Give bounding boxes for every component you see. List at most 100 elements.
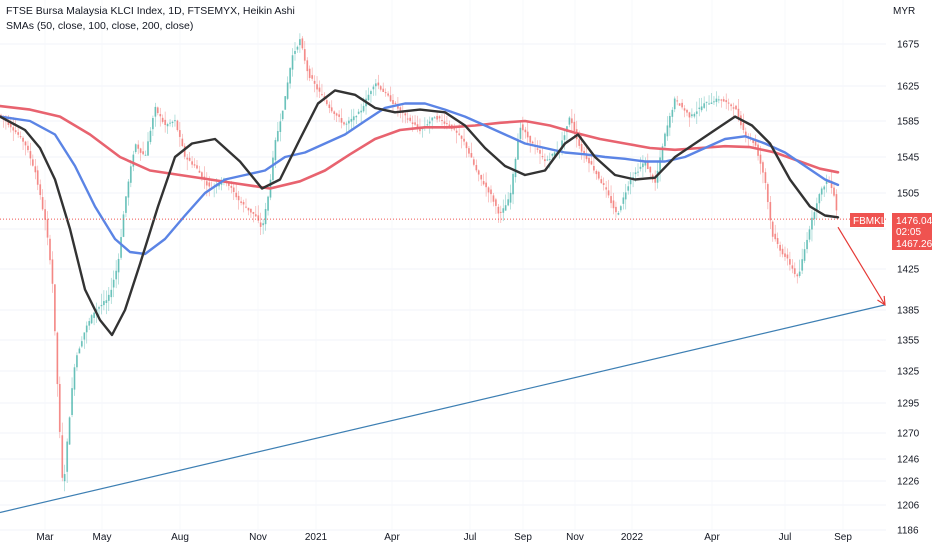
y-tick-label: 1295: [897, 399, 920, 410]
candle-body: [193, 164, 196, 166]
candle-body: [58, 383, 61, 432]
candle-body: [171, 121, 174, 124]
candle-body: [678, 103, 681, 106]
candle-body: [593, 165, 595, 171]
candle-body: [504, 205, 507, 211]
sma-100-line: [0, 102, 840, 256]
candle-body: [362, 105, 365, 112]
candle-body: [227, 182, 230, 186]
trendline[interactable]: [0, 304, 886, 514]
candle-body: [681, 102, 683, 108]
candle-body: [345, 123, 348, 125]
candle-body: [517, 140, 519, 160]
candle-body: [453, 128, 456, 130]
candle-body: [19, 136, 22, 138]
y-tick-label: 1425: [897, 265, 920, 276]
candle-body: [691, 114, 693, 117]
x-tick-label: Jul: [464, 532, 477, 543]
candle-body: [597, 171, 600, 179]
candle-body: [252, 212, 255, 214]
candle-body: [68, 417, 71, 445]
candle-body: [355, 115, 358, 118]
candle-body: [83, 332, 86, 340]
candle-body: [379, 86, 382, 90]
candle-body: [465, 142, 468, 149]
candle-body: [142, 151, 144, 155]
candle-body: [563, 135, 566, 140]
sma-50-line: [0, 89, 840, 337]
candle-body: [105, 300, 108, 303]
candle-body: [85, 325, 88, 333]
time-axis[interactable]: Mar May Aug Nov 2021 Apr Jul Sep Nov 2022 Apr Jul Se…: [36, 532, 852, 543]
candle-body: [642, 163, 644, 168]
y-tick-label: 1675: [897, 40, 920, 51]
candle-body: [107, 294, 110, 301]
candle-body: [31, 159, 34, 166]
y-tick-label: 1206: [897, 501, 920, 512]
candle-body: [149, 130, 152, 143]
candle-body: [779, 244, 781, 251]
candle-body: [815, 203, 818, 211]
candle-body: [154, 106, 157, 117]
candle-body: [659, 157, 661, 171]
candle-body: [129, 166, 132, 183]
candle-body: [776, 238, 779, 245]
candle-body: [808, 229, 811, 240]
candle-body: [36, 170, 39, 185]
candle-body: [720, 99, 723, 101]
y-tick-label: 1226: [897, 477, 920, 488]
candle-body: [88, 321, 91, 326]
candle-body: [73, 367, 76, 390]
candle-body: [159, 114, 162, 117]
y-tick-label: 1246: [897, 455, 920, 466]
candle-body: [637, 171, 639, 173]
candle-body: [529, 135, 532, 143]
candle-body: [411, 122, 414, 125]
ascending-trendline[interactable]: [0, 304, 886, 514]
candle-body: [607, 190, 610, 196]
candle-body: [649, 166, 652, 173]
candle-body: [139, 148, 142, 153]
candle-body: [590, 161, 593, 165]
candle-body: [646, 161, 649, 169]
candle-body: [703, 103, 706, 108]
candle-body: [786, 254, 789, 259]
candle-body: [686, 109, 688, 113]
candle-body: [208, 182, 211, 187]
x-tick-label: Nov: [249, 532, 267, 543]
candle-body: [820, 188, 823, 195]
candle-body: [644, 161, 647, 166]
candle-body: [490, 189, 492, 195]
candle-body: [117, 258, 120, 273]
candle-body: [448, 124, 451, 127]
candle-body: [125, 196, 127, 213]
candle-body: [230, 185, 233, 188]
candle-body: [93, 312, 95, 318]
candle-body: [507, 199, 510, 206]
candle-body: [242, 201, 245, 205]
candle-body: [499, 211, 502, 213]
candle-body: [492, 195, 495, 202]
candle-body: [382, 88, 385, 92]
candle-body: [766, 184, 769, 203]
candle-body: [12, 127, 15, 131]
price-axis[interactable]: MYR 167516251585154515051465142513851355…: [893, 6, 920, 537]
countdown-label: 02:05: [896, 227, 921, 238]
candle-body: [570, 118, 573, 124]
x-tick-label: 2021: [305, 532, 328, 543]
candle-body: [458, 133, 461, 135]
candle-body: [370, 91, 372, 95]
candle-body: [823, 186, 826, 190]
projection-arrow[interactable]: [837, 226, 886, 307]
candle-body: [137, 144, 140, 149]
candle-body: [798, 271, 801, 276]
candle-body: [247, 207, 250, 211]
candle-body: [664, 133, 666, 147]
x-tick-label: Aug: [171, 532, 189, 543]
candle-body: [600, 179, 603, 184]
candle-body: [61, 435, 64, 478]
candle-body: [472, 159, 475, 165]
candle-body: [475, 165, 478, 171]
candle-body: [237, 195, 240, 201]
